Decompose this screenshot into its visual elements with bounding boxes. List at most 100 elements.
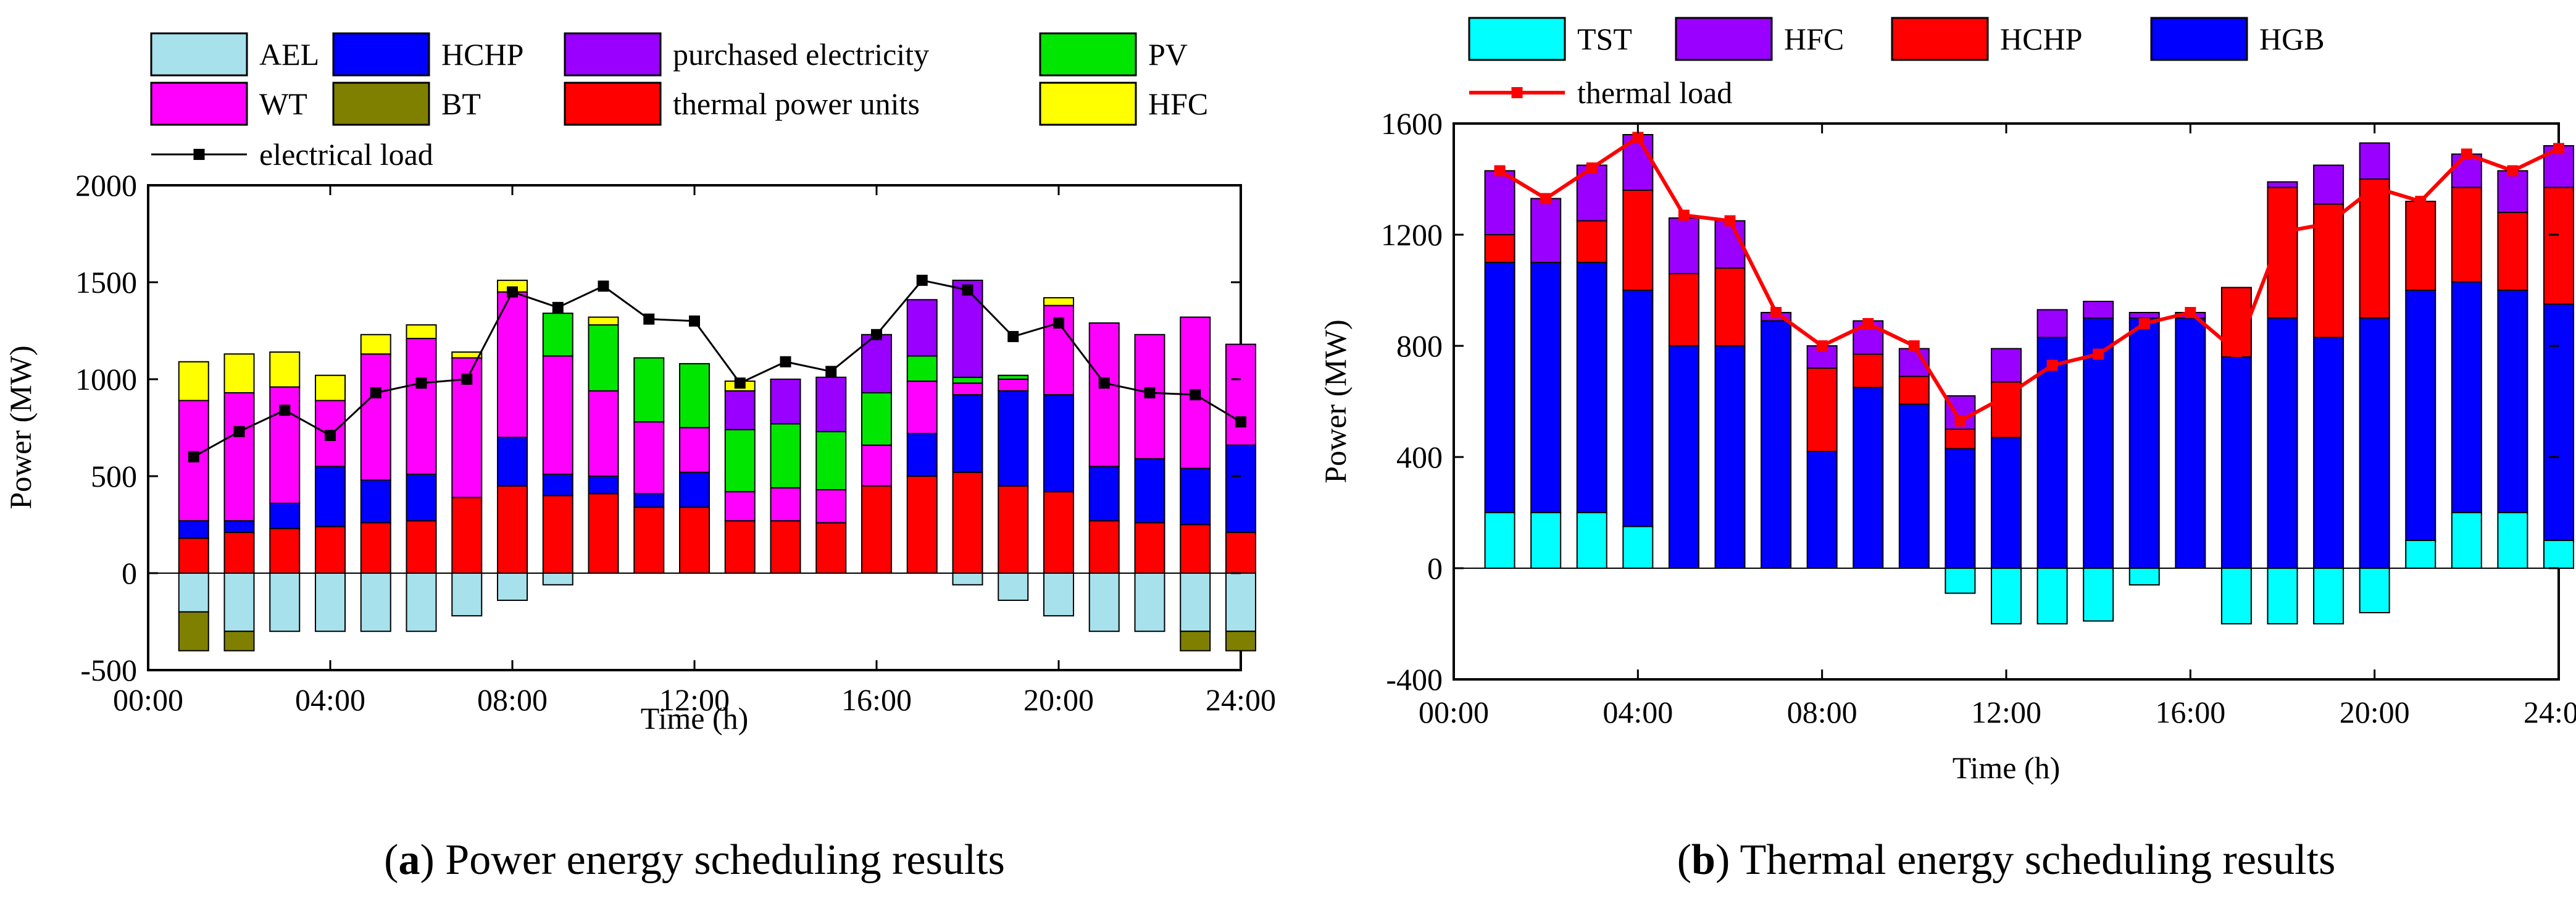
caption-text-power: Power energy scheduling results <box>445 836 1005 884</box>
thermal-load-marker-h23 <box>2507 165 2519 177</box>
thermal-load-marker-h16 <box>2185 307 2196 318</box>
bar-hgb-h16 <box>2175 317 2206 569</box>
bar-hgb-h23 <box>2497 290 2528 513</box>
thermal-load-marker-h3 <box>1586 162 1598 174</box>
bar-hgb-h19 <box>2313 337 2345 569</box>
legend-label-electrical-load: electrical load <box>259 137 433 172</box>
bar-hchp-h11 <box>633 493 665 508</box>
electrical-load-marker-h6 <box>415 377 427 389</box>
bar-ael-h6 <box>406 573 437 632</box>
bar-bt-h1 <box>178 611 209 652</box>
bar-thermal-power-units-h19 <box>998 485 1029 574</box>
bar-ael-h1 <box>178 573 209 613</box>
electrical-load-marker-h7 <box>461 374 473 385</box>
bar-hchp-h12 <box>679 471 710 508</box>
bar-hgb-h2 <box>1530 262 1562 513</box>
y-axis-label-power: Power (MW) <box>3 345 38 509</box>
bar-tst-h15 <box>2128 568 2160 585</box>
electrical-load-line <box>188 274 1246 463</box>
thermal-load-polyline <box>1499 135 2560 424</box>
legend-label-tst: TST <box>1577 22 1632 56</box>
x-axis-label-power: Time (h) <box>641 701 749 736</box>
electrical-load-marker-h19 <box>1007 330 1019 342</box>
electrical-load-marker-h14 <box>780 356 791 367</box>
electrical-load-marker-h15 <box>825 366 837 377</box>
electrical-load-marker-h23 <box>1190 389 1201 401</box>
bar-wt-h24 <box>1225 343 1256 446</box>
bar-hgb-h7 <box>1761 320 1792 569</box>
bar-wt-h12 <box>679 427 710 473</box>
bar-hchp-h21 <box>1088 466 1120 522</box>
caption-text-thermal: Thermal energy scheduling results <box>1740 836 2335 884</box>
bar-thermal-power-units-h6 <box>406 520 437 574</box>
electrical-load-marker-h12 <box>689 315 700 327</box>
bar-hgb-h3 <box>1576 262 1607 513</box>
bar-ael-h24 <box>1225 573 1256 632</box>
bar-hfc-h13 <box>2036 309 2068 338</box>
x-tick-label-power: 20:00 <box>1023 682 1094 717</box>
bar-thermal-power-units-h4 <box>315 526 346 574</box>
x-tick-label-thermal: 08:00 <box>1787 695 1857 729</box>
x-tick-label-thermal: 12:00 <box>1971 695 2041 729</box>
bar-ael-h18 <box>952 573 983 585</box>
electrical-load-marker-h2 <box>233 426 245 437</box>
bar-ael-h22 <box>1134 573 1165 632</box>
thermal-load-marker-h17 <box>2230 346 2242 357</box>
bar-hchp-h4 <box>315 466 346 527</box>
bar-thermal-power-units-h7 <box>451 497 483 574</box>
legend-label-hchp: HCHP <box>2000 22 2082 56</box>
bar-purchased-electricity-h17 <box>906 299 938 357</box>
bar-ael-h20 <box>1043 573 1074 617</box>
bar-hchp-h18 <box>2267 187 2298 319</box>
bar-thermal-power-units-h3 <box>269 527 301 574</box>
bar-ael-h19 <box>998 573 1029 601</box>
electrical-load-marker-h9 <box>552 301 564 313</box>
bar-hfc-h10 <box>588 316 619 326</box>
bar-purchased-electricity-h14 <box>770 379 801 425</box>
y-tick-label-thermal: 400 <box>1396 440 1443 474</box>
legend-label-bt: BT <box>441 86 481 121</box>
legend-label-hfc: HFC <box>1148 86 1208 121</box>
thermal-load-marker-h5 <box>1678 209 1690 221</box>
y-tick-label-thermal: 0 <box>1427 551 1443 585</box>
electrical-load-marker-h22 <box>1144 387 1156 398</box>
bar-ael-h21 <box>1088 573 1120 632</box>
bar-tst-h18 <box>2267 568 2298 624</box>
thermal-load-marker-h1 <box>1494 165 1506 177</box>
bar-hchp-h1 <box>1484 234 1515 263</box>
bar-ael-h4 <box>315 573 346 632</box>
thermal-load-marker-h24 <box>2553 143 2564 154</box>
thermal-load-marker-h7 <box>1770 307 1782 318</box>
bar-tst-h4 <box>1622 526 1654 569</box>
thermal-load-marker-h6 <box>1724 215 1736 227</box>
bar-hgb-h21 <box>2405 290 2436 541</box>
bar-pv-h11 <box>633 357 665 423</box>
bar-hfc-h2 <box>223 353 255 393</box>
bar-ael-h8 <box>497 573 528 601</box>
bar-hchp-h1 <box>178 520 209 539</box>
electrical-load-marker-h1 <box>188 451 199 463</box>
bar-hfc-h14 <box>2083 301 2114 319</box>
bar-ael-h3 <box>269 573 301 632</box>
bar-hgb-h17 <box>2220 356 2252 569</box>
bar-ael-h9 <box>542 573 573 585</box>
y-axis-power: -500 0 500 1000 1500 2000 <box>75 168 1241 687</box>
y-tick-label-power: 1500 <box>75 265 137 300</box>
legend-power: AEL HCHP purchased electricity PV WT BT therma… <box>150 32 1208 172</box>
thermal-load-marker-h2 <box>1540 193 1552 204</box>
bar-tst-h20 <box>2359 568 2390 613</box>
bar-hfc-h18 <box>2267 181 2298 188</box>
bar-wt-h5 <box>360 353 391 481</box>
thermal-load-marker-h20 <box>2369 182 2380 193</box>
bar-thermal-power-units-h17 <box>906 476 938 574</box>
bar-hchp-h6 <box>1714 267 1746 346</box>
x-axis-power: 00:00 04:00 08:00 12:00 16:00 20:00 24:00 <box>113 185 1276 717</box>
x-tick-label-power: 00:00 <box>113 682 183 717</box>
bar-thermal-power-units-h2 <box>223 532 255 574</box>
bar-thermal-power-units-h14 <box>770 520 801 574</box>
x-tick-label-thermal: 16:00 <box>2155 695 2225 729</box>
y-tick-label-thermal: -400 <box>1386 662 1443 697</box>
bar-bt-h2 <box>223 631 255 652</box>
bar-pv-h18 <box>952 376 983 384</box>
